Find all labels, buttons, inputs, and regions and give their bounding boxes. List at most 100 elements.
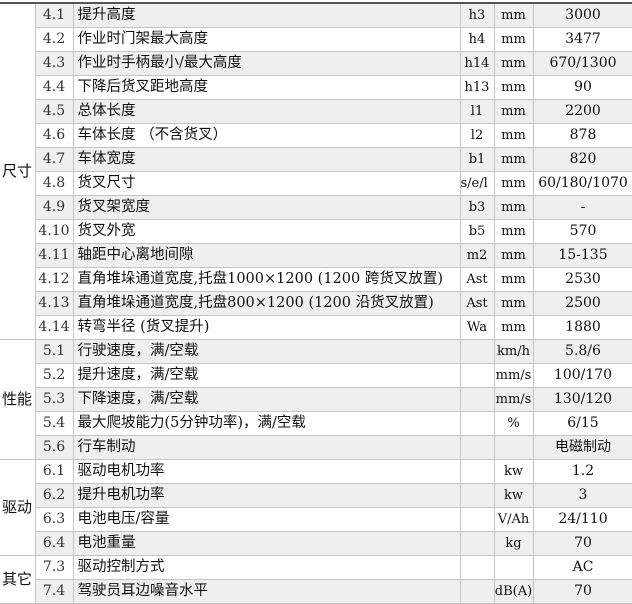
item-unit: mm xyxy=(493,195,534,220)
item-description: 轴距中心离地间隙 xyxy=(72,243,461,268)
item-unit: dB(A) xyxy=(493,579,534,604)
item-value: 电磁制动 xyxy=(532,435,632,460)
item-description: 货叉尺寸 xyxy=(72,171,461,196)
item-description: 货叉外宽 xyxy=(72,219,461,244)
item-value: 2200 xyxy=(532,99,632,124)
item-symbol: h4 xyxy=(459,27,495,52)
item-unit: mm xyxy=(493,123,534,148)
table-row: 4.7 车体宽度 b1 mm 820 xyxy=(0,147,632,172)
item-value: 70 xyxy=(532,531,632,556)
item-description: 电池电压/容量 xyxy=(72,507,461,532)
item-number: 6.4 xyxy=(34,531,74,556)
item-symbol xyxy=(459,363,495,388)
table-row: 驱动 6.1 驱动电机功率 kw 1.2 xyxy=(0,459,632,556)
item-unit xyxy=(493,435,534,460)
category-cell: 性能 xyxy=(0,339,36,460)
item-description: 行车制动 xyxy=(72,435,461,460)
item-symbol: h3 xyxy=(459,2,495,28)
item-symbol xyxy=(459,555,495,580)
item-unit: mm/s xyxy=(493,363,534,388)
item-description: 电池重量 xyxy=(72,531,461,556)
item-value: 1880 xyxy=(532,315,632,340)
item-symbol: l1 xyxy=(459,99,495,124)
category-cell: 尺寸 xyxy=(0,2,36,340)
item-value: 2500 xyxy=(532,291,632,316)
item-description: 直角堆垛通道宽度,托盘1000×1200 (1200 跨货叉放置) xyxy=(72,267,461,292)
item-number: 4.13 xyxy=(34,291,74,316)
item-value: 570 xyxy=(532,219,632,244)
item-description: 下降后货叉距地高度 xyxy=(72,75,461,100)
item-unit: mm xyxy=(493,2,534,28)
item-number: 4.11 xyxy=(34,243,74,268)
item-unit: kw xyxy=(493,483,534,508)
item-symbol: s/e/l xyxy=(459,171,495,196)
item-unit: km/h xyxy=(493,339,534,364)
item-unit: mm xyxy=(493,99,534,124)
item-number: 4.10 xyxy=(34,219,74,244)
item-description: 驱动电机功率 xyxy=(72,459,461,484)
item-value: 2530 xyxy=(532,267,632,292)
table-row: 4.5 总体长度 l1 mm 2200 xyxy=(0,99,632,124)
item-value: 15-135 xyxy=(532,243,632,268)
table-row: 4.13 直角堆垛通道宽度,托盘800×1200 (1200 沿货叉放置) Ast m… xyxy=(0,291,632,316)
table-row: 4.9 货叉架宽度 b3 mm - xyxy=(0,195,632,220)
item-description: 最大爬坡能力(5分钟功率)，满/空载 xyxy=(72,411,461,436)
item-symbol: Ast xyxy=(459,267,495,292)
item-symbol xyxy=(459,531,495,556)
item-value: AC xyxy=(532,555,632,580)
item-unit: mm xyxy=(493,291,534,316)
table-row: 性能 5.1 行驶速度，满/空载 km/h 5.8/6 xyxy=(0,339,632,460)
item-symbol xyxy=(459,507,495,532)
item-number: 4.7 xyxy=(34,147,74,172)
item-value: 5.8/6 xyxy=(532,339,632,364)
item-value: 60/180/1070 xyxy=(532,171,632,196)
item-value: 878 xyxy=(532,123,632,148)
table-row: 4.4 下降后货叉距地高度 h13 mm 90 xyxy=(0,75,632,100)
item-symbol: m2 xyxy=(459,243,495,268)
item-number: 4.3 xyxy=(34,51,74,76)
item-description: 作业时手柄最小/最大高度 xyxy=(72,51,461,76)
table-row: 7.4 驾驶员耳边噪音水平 dB(A) 70 xyxy=(0,579,632,604)
item-unit: mm xyxy=(493,267,534,292)
table-row: 5.2 提升速度，满/空载 mm/s 100/170 xyxy=(0,363,632,388)
item-symbol xyxy=(459,387,495,412)
item-number: 7.3 xyxy=(34,555,74,580)
table-row: 6.2 提升电机功率 kw 3 xyxy=(0,483,632,508)
item-unit: % xyxy=(493,411,534,436)
table-row: 4.3 作业时手柄最小/最大高度 h14 mm 670/1300 xyxy=(0,51,632,76)
item-unit: mm xyxy=(493,147,534,172)
item-number: 7.4 xyxy=(34,579,74,604)
item-unit xyxy=(493,555,534,580)
item-number: 5.4 xyxy=(34,411,74,436)
item-number: 6.1 xyxy=(34,459,74,484)
item-value: 1.2 xyxy=(532,459,632,484)
table-row: 4.12 直角堆垛通道宽度,托盘1000×1200 (1200 跨货叉放置) Ast… xyxy=(0,267,632,292)
item-value: 3000 xyxy=(532,2,632,28)
table-row: 4.10 货叉外宽 b5 mm 570 xyxy=(0,219,632,244)
item-number: 4.1 xyxy=(34,2,74,28)
item-number: 6.3 xyxy=(34,507,74,532)
table-row: 4.14 转弯半径 (货叉提升) Wa mm 1880 xyxy=(0,315,632,340)
table-row: 4.11 轴距中心离地间隙 m2 mm 15-135 xyxy=(0,243,632,268)
item-number: 6.2 xyxy=(34,483,74,508)
item-number: 4.5 xyxy=(34,99,74,124)
item-symbol xyxy=(459,483,495,508)
table-row: 5.3 下降速度，满/空载 mm/s 130/120 xyxy=(0,387,632,412)
category-cell: 其它 xyxy=(0,555,36,604)
item-unit: mm xyxy=(493,75,534,100)
table-row: 尺寸 4.1 提升高度 h3 mm 3000 xyxy=(0,2,632,340)
item-number: 5.3 xyxy=(34,387,74,412)
item-unit: mm xyxy=(493,171,534,196)
item-number: 4.6 xyxy=(34,123,74,148)
item-description: 提升电机功率 xyxy=(72,483,461,508)
item-symbol: h13 xyxy=(459,75,495,100)
item-symbol: Ast xyxy=(459,291,495,316)
item-symbol: b1 xyxy=(459,147,495,172)
item-value: 100/170 xyxy=(532,363,632,388)
item-description: 直角堆垛通道宽度,托盘800×1200 (1200 沿货叉放置) xyxy=(72,291,461,316)
item-value: 3 xyxy=(532,483,632,508)
item-number: 4.12 xyxy=(34,267,74,292)
item-number: 4.8 xyxy=(34,171,74,196)
item-description: 总体长度 xyxy=(72,99,461,124)
item-unit: mm xyxy=(493,27,534,52)
